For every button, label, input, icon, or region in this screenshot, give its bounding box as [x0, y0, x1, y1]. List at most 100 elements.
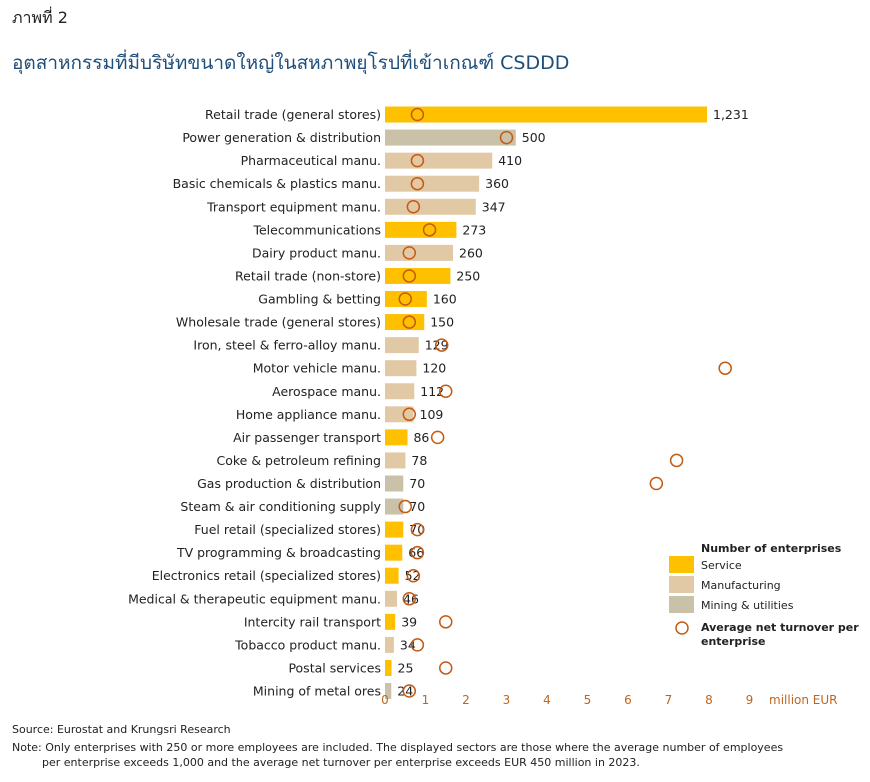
category-label: TV programming & broadcasting: [176, 545, 381, 560]
value-label: 120: [422, 361, 446, 376]
x-tick-label: 0: [381, 693, 389, 707]
turnover-marker: [422, 223, 437, 237]
category-label: Mining of metal ores: [253, 684, 381, 699]
category-label: Coke & petroleum refining: [216, 453, 381, 468]
source-note: Source: Eurostat and Krungsri Research: [12, 723, 231, 736]
category-label: Gas production & distribution: [197, 476, 381, 491]
footnote-line1: Note: Only enterprises with 250 or more …: [12, 741, 784, 754]
legend: Number of enterprises Service Manufactur…: [669, 542, 859, 648]
category-label: Wholesale trade (general stores): [176, 315, 381, 330]
legend-title: Number of enterprises: [701, 542, 842, 555]
turnover-marker: [430, 430, 445, 445]
turnover-marker: [649, 476, 664, 491]
turnover-marker: [406, 200, 421, 214]
turnover-marker: [439, 615, 453, 629]
bar: [385, 152, 493, 169]
category-label: Telecommunications: [252, 222, 381, 237]
turnover-marker: [402, 269, 417, 283]
bar: [385, 636, 394, 653]
legend-swatch-mining: [669, 596, 694, 613]
value-label: 109: [420, 407, 444, 422]
value-label: 25: [398, 660, 414, 675]
turnover-marker: [718, 361, 732, 375]
value-label: 112: [420, 384, 444, 399]
turnover-marker: [402, 684, 417, 698]
category-label: Power generation & distribution: [182, 130, 381, 145]
value-label: 70: [409, 476, 425, 491]
category-label: Fuel retail (specialized stores): [194, 522, 381, 537]
value-label: 500: [522, 130, 546, 145]
category-label: Pharmaceutical manu.: [241, 153, 381, 168]
category-label: Basic chemicals & plastics manu.: [173, 176, 381, 191]
legend-label-turnover: Average net turnover per: [701, 621, 859, 634]
bar: [385, 291, 427, 308]
turnover-marker: [410, 153, 425, 168]
category-label: Tobacco product manu.: [234, 637, 381, 652]
turnover-marker: [434, 338, 449, 352]
bar: [385, 452, 406, 469]
category-label: Gambling & betting: [258, 292, 381, 307]
legend-label-service: Service: [701, 559, 742, 572]
category-label: Retail trade (general stores): [205, 107, 381, 122]
x-tick-label: 7: [665, 693, 673, 707]
turnover-marker: [406, 568, 421, 583]
bar: [385, 106, 707, 123]
turnover-marker: [410, 107, 425, 122]
category-label: Iron, steel & ferro-alloy manu.: [193, 338, 381, 353]
category-label: Home appliance manu.: [236, 407, 381, 422]
bar: [385, 129, 516, 146]
bar: [385, 567, 399, 584]
turnover-marker: [669, 453, 684, 468]
bar: [385, 383, 415, 400]
category-label: Intercity rail transport: [244, 614, 381, 629]
bar: [385, 244, 454, 261]
turnover-marker: [410, 638, 425, 652]
footnote-line2: per enterprise exceeds 1,000 and the ave…: [42, 756, 640, 769]
value-label: 410: [498, 153, 522, 168]
legend-marker-turnover: [675, 621, 689, 635]
turnover-marker: [439, 384, 453, 398]
turnover-marker: [402, 315, 417, 329]
x-tick-label: 8: [705, 693, 713, 707]
value-label: 260: [459, 245, 483, 260]
value-label: 347: [482, 199, 506, 214]
turnover-marker: [499, 130, 514, 145]
category-label: Retail trade (non-store): [235, 268, 381, 283]
x-tick-label: 1: [422, 693, 430, 707]
bar: [385, 659, 392, 676]
chart-title: อุตสาหกรรมที่มีบริษัทขนาดใหญ่ในสหภาพยุโร…: [12, 52, 570, 74]
bar: [385, 544, 403, 561]
x-tick-label: 5: [584, 693, 592, 707]
legend-label-turnover-line2: enterprise: [701, 635, 766, 648]
turnover-markers: [398, 107, 732, 698]
turnover-marker: [410, 176, 425, 191]
bar: [385, 175, 480, 192]
category-label: Postal services: [288, 660, 381, 675]
value-label: 39: [401, 614, 417, 629]
value-label: 160: [433, 292, 457, 307]
category-label: Transport equipment manu.: [206, 199, 381, 214]
turnover-marker: [402, 592, 417, 606]
x-tick-label: 2: [462, 693, 470, 707]
turnover-marker: [410, 522, 425, 537]
category-label: Steam & air conditioning supply: [180, 499, 381, 514]
turnover-marker: [402, 246, 417, 260]
category-label: Aerospace manu.: [272, 384, 381, 399]
value-label: 150: [430, 315, 454, 330]
footnote: Note: Only enterprises with 250 or more …: [12, 740, 862, 770]
bar: [385, 590, 398, 607]
legend-swatch-manufacturing: [669, 576, 694, 593]
legend-label-mining: Mining & utilities: [701, 599, 794, 612]
bar: [385, 221, 457, 238]
bar: [385, 337, 419, 354]
x-tick-label: 9: [746, 693, 754, 707]
bar: [385, 267, 451, 284]
category-labels: Retail trade (general stores) Power gener…: [128, 107, 382, 699]
turnover-marker: [402, 407, 417, 422]
bar: [385, 406, 414, 423]
value-label: 1,231: [713, 107, 749, 122]
bar-group: [385, 106, 707, 700]
value-label: 86: [413, 430, 429, 445]
figure-label: ภาพที่ 2: [12, 8, 68, 27]
